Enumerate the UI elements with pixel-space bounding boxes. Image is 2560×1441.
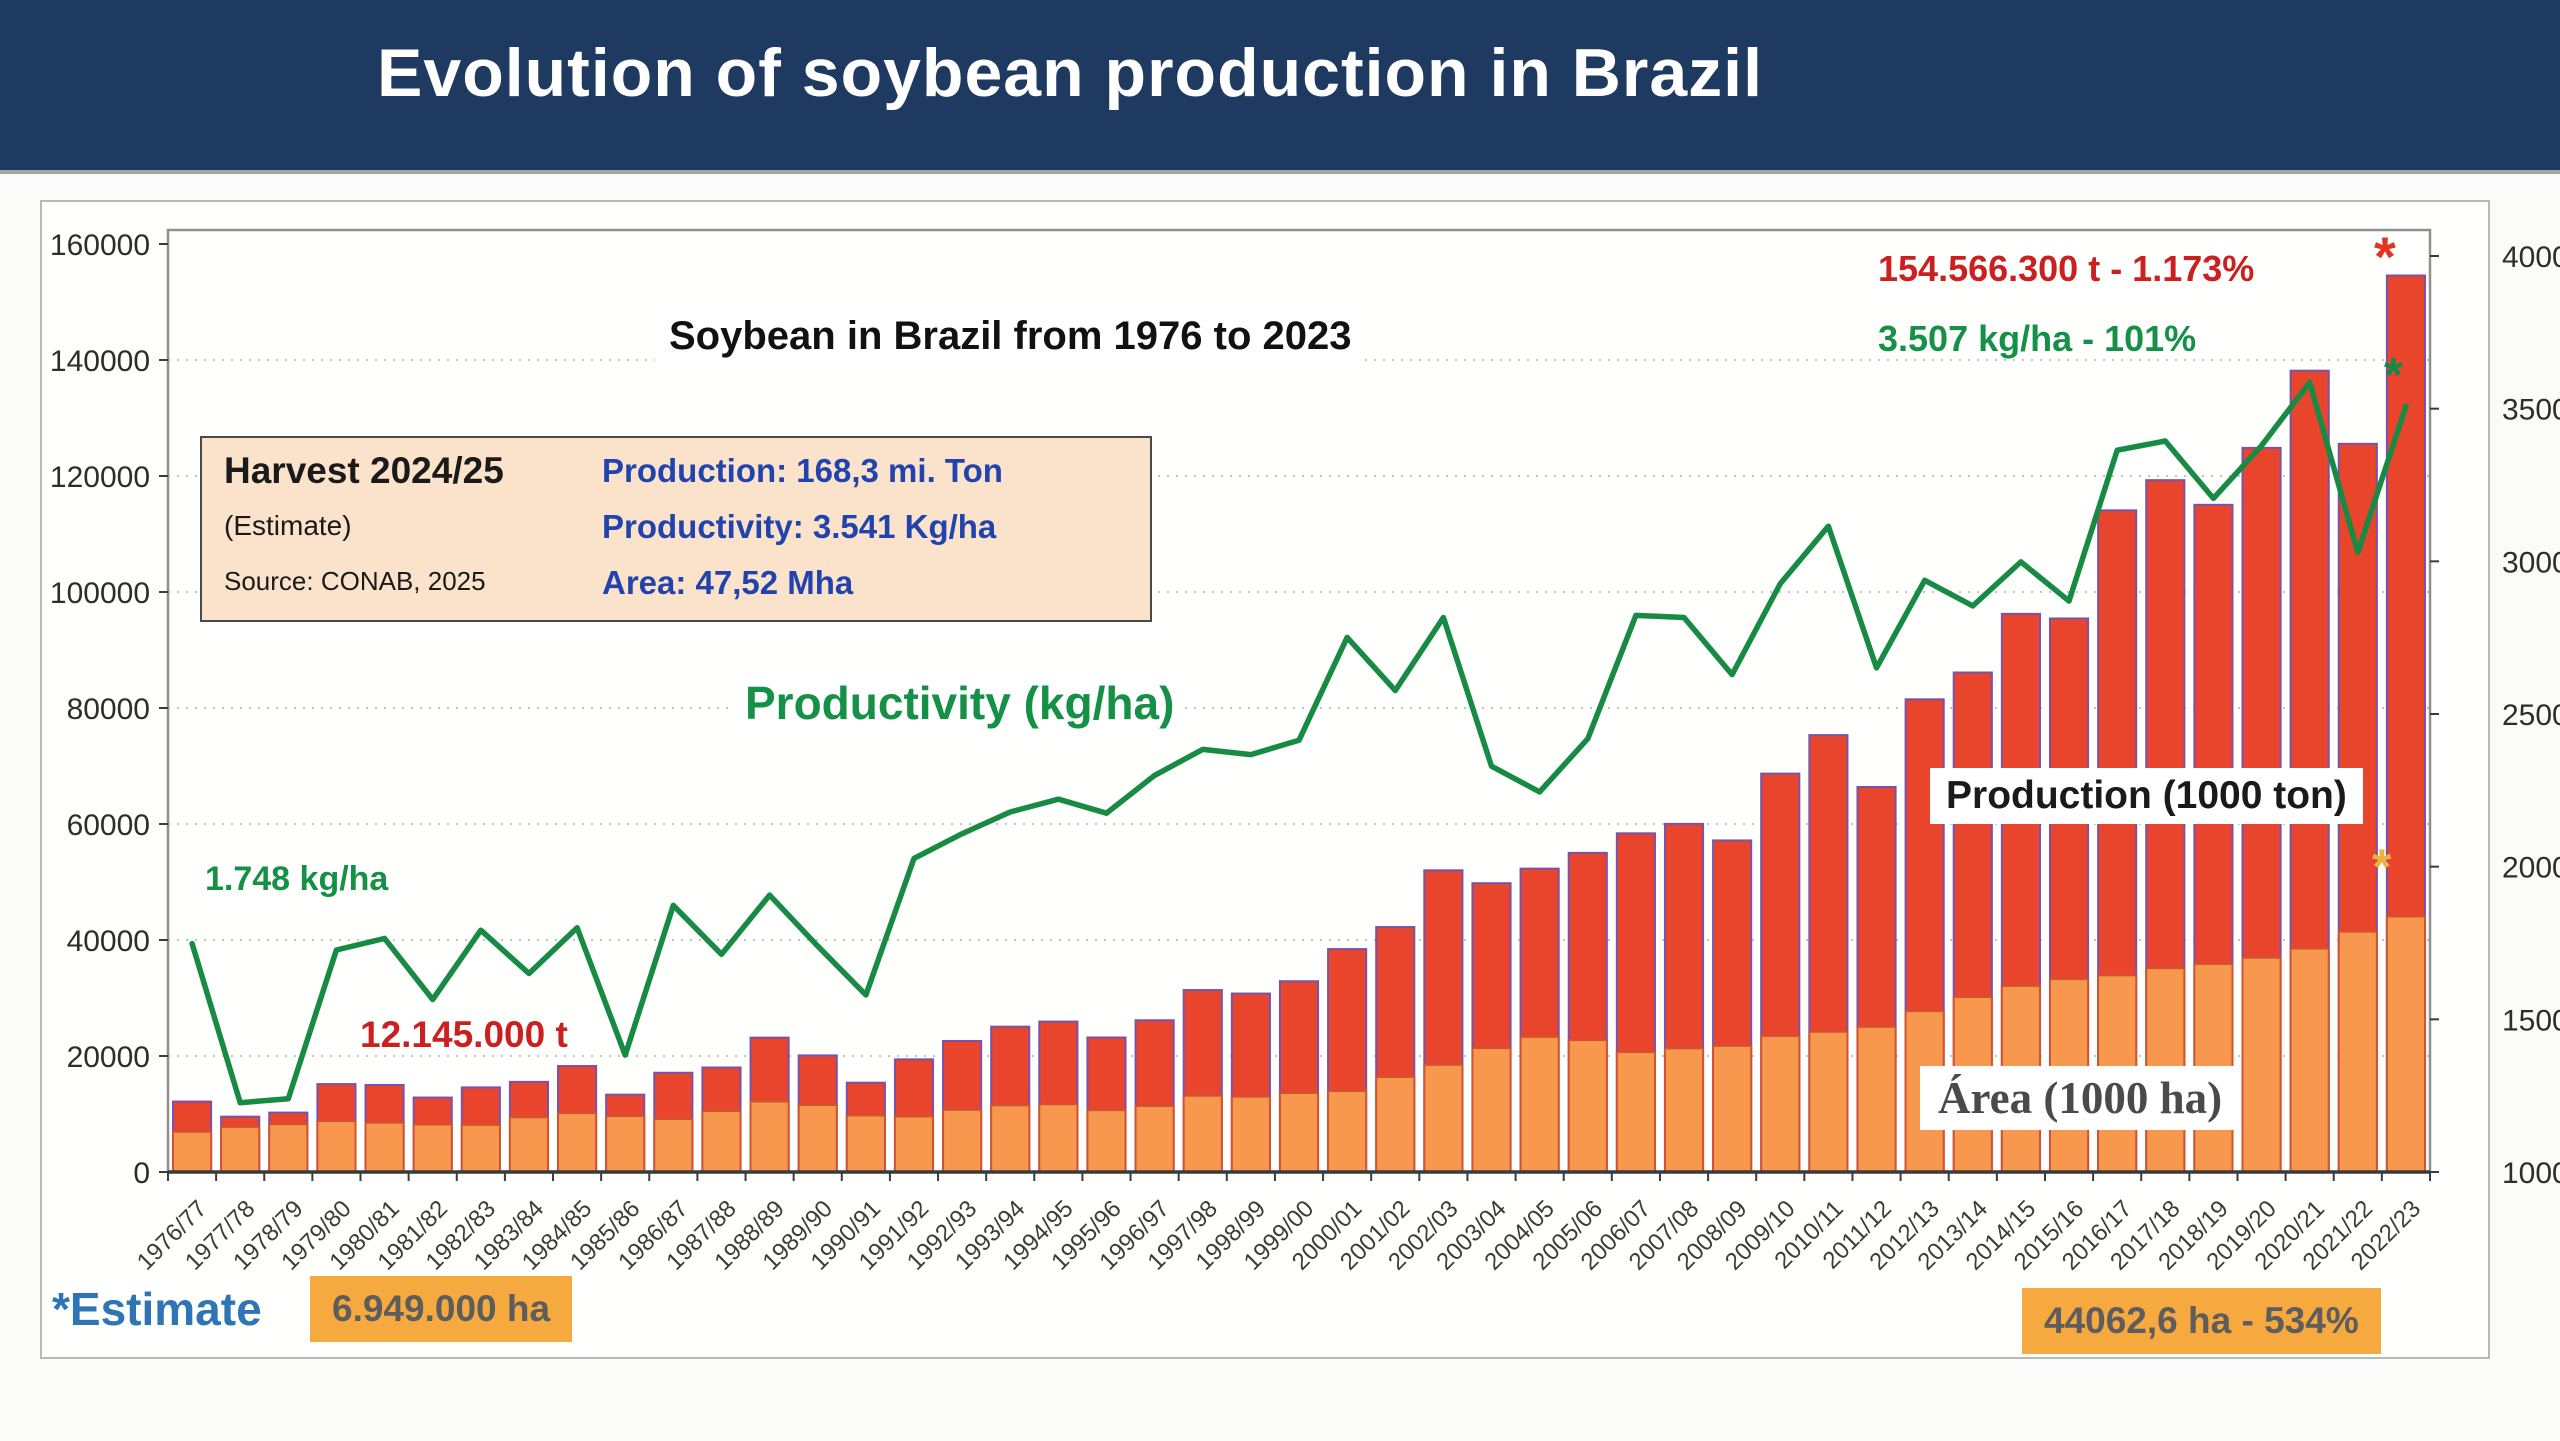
area-bar [1856,1025,1897,1173]
area-bar [1663,1047,1705,1174]
area-bar [2241,956,2282,1173]
area-bar [2385,915,2426,1173]
area-bar [557,1112,598,1173]
y-right-tick-label: 1000 [2502,1157,2560,1190]
y-left-tick-label: 80000 [67,693,150,726]
area-bar [1615,1051,1656,1173]
area-bar [942,1108,983,1174]
chart-subtitle: Soybean in Brazil from 1976 to 2023 [655,310,1366,363]
estimate-footnote: *Estimate [52,1283,262,1335]
y-right-tick-label: 4000 [2502,241,2560,274]
area-bar [460,1123,501,1174]
y-left-tick-label: 160000 [50,229,150,262]
estimate-star-red-icon: * [2374,225,2396,288]
y-right-tick-label: 3500 [2502,394,2560,427]
area-bar [893,1115,935,1174]
page-title: Evolution of soybean production in Brazi… [377,35,1763,111]
area-bar [749,1100,790,1174]
y-right-tick-label: 2000 [2502,852,2560,885]
area-bar [1134,1104,1175,1174]
y-left-tick-label: 20000 [67,1041,150,1074]
y-right-tick-label: 1500 [2502,1004,2560,1037]
area-start-badge: 6.949.000 ha [310,1276,573,1342]
area-bar [364,1121,405,1174]
info-box-area: Area: 47,52 Mha [602,564,854,601]
area-bar [1519,1035,1560,1174]
y-right-tick-label: 2500 [2502,699,2560,732]
area-bar [1230,1095,1271,1174]
y-left-tick-label: 40000 [67,925,150,958]
area-bar [1471,1047,1512,1173]
productivity-record-annotation: 3.507 kg/ha - 101% [1878,318,2197,359]
area-bar [220,1125,261,1173]
area-bar [1567,1039,1608,1173]
area-bar [1086,1109,1127,1173]
y-left-tick-label: 100000 [50,577,150,610]
area-bar [1712,1044,1753,1174]
info-box-productivity: Productivity: 3.541 Kg/ha [602,508,997,545]
first-production-annotation: 12.145.000 t [360,1014,568,1055]
area-bar [1182,1094,1223,1173]
area-bar [1327,1089,1368,1173]
estimate-star-green-icon: * [2384,349,2403,402]
info-box-source: Source: CONAB, 2025 [224,566,486,596]
title-bar: Evolution of soybean production in Brazi… [0,0,2560,174]
y-right-tick-label: 3000 [2502,546,2560,579]
area-bar [1038,1103,1079,1174]
area-bar [172,1130,213,1173]
harvest-info-box: Harvest 2024/25 (Estimate) Source: CONAB… [200,436,1152,622]
area-bar [797,1104,838,1173]
area-end-badge: 44062,6 ha - 534% [2022,1288,2381,1354]
area-bar [268,1123,309,1174]
info-box-production: Production: 168,3 mi. Ton [602,452,1003,489]
area-bar [2289,947,2330,1173]
area-bar [605,1115,646,1173]
area-series-label: Área (1000 ha) [1920,1066,2241,1130]
production-series-label: Production (1000 ton) [1930,768,2363,824]
area-bar [1423,1063,1464,1173]
area-bar [1278,1091,1320,1173]
area-bar [701,1110,742,1173]
y-left-tick-label: 0 [133,1157,150,1190]
area-bar [1375,1075,1416,1173]
area-bar [316,1120,357,1174]
area-bar [508,1116,550,1173]
area-bar [845,1114,886,1173]
production-record-annotation: 154.566.300 t - 1.173% [1878,248,2255,289]
info-box-title: Harvest 2024/25 [224,450,504,491]
productivity-line [189,379,2409,1106]
productivity-series-label: Productivity (kg/ha) [735,674,1185,732]
area-bar [653,1118,694,1173]
area-bar [2337,930,2378,1174]
y-left-tick-label: 140000 [50,345,150,378]
y-left-tick-label: 60000 [67,809,150,842]
area-bar [1760,1034,1801,1174]
first-productivity-annotation: 1.748 kg/ha [205,860,389,898]
estimate-star-orange-icon: * [2372,839,2392,895]
area-bar [412,1123,453,1174]
area-bar [990,1104,1031,1174]
info-box-subtitle: (Estimate) [224,510,352,541]
y-left-tick-label: 120000 [50,461,150,494]
area-bar [1808,1030,1849,1174]
